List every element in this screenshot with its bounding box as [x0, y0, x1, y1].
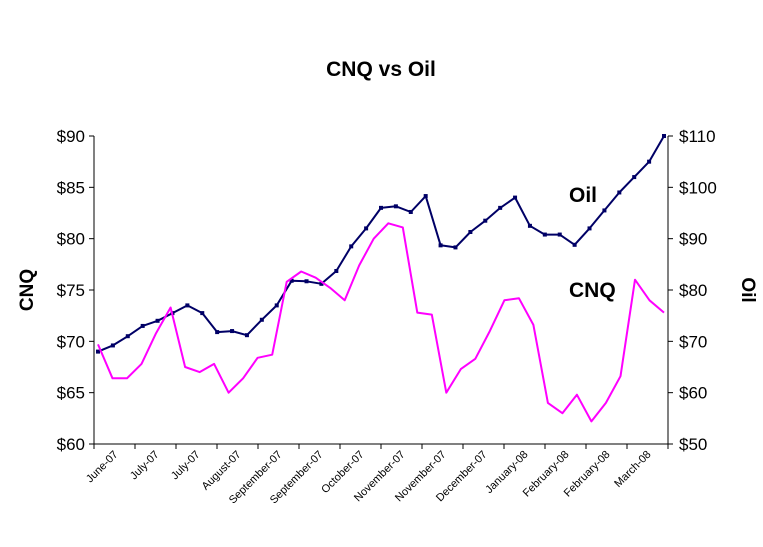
oil-data-point	[572, 242, 577, 247]
x-tick-label: March-08	[612, 449, 653, 490]
left-axis-ticks: $60 $65 $70 $75 $80 $85 $90	[57, 127, 94, 454]
chart-title: CNQ vs Oil	[326, 58, 436, 81]
cnq-series-line	[97, 222, 665, 423]
right-tick-label: $100	[679, 178, 717, 197]
oil-data-point	[408, 209, 413, 214]
oil-data-point	[602, 208, 607, 213]
oil-data-point	[527, 223, 532, 228]
y-axis-title-right: Oil	[737, 277, 758, 302]
series-layer	[96, 134, 666, 423]
x-tick-label: June-07	[84, 449, 121, 486]
oil-data-point	[587, 226, 592, 231]
oil-data-point	[96, 349, 100, 354]
oil-data-point	[215, 330, 220, 335]
right-tick-label: $90	[679, 230, 707, 249]
cnq-series-label: CNQ	[569, 279, 616, 302]
oil-data-point	[632, 175, 637, 180]
left-tick-label: $90	[57, 127, 85, 146]
oil-data-point	[289, 278, 294, 283]
right-tick-label: $80	[679, 281, 707, 300]
oil-data-point	[304, 279, 309, 284]
oil-data-point	[259, 317, 264, 322]
oil-data-point	[244, 333, 249, 338]
oil-data-point	[319, 281, 324, 286]
oil-data-point	[334, 269, 339, 274]
left-tick-label: $80	[57, 230, 85, 249]
right-tick-label: $60	[679, 384, 707, 403]
oil-data-point	[110, 343, 115, 348]
left-tick-label: $60	[57, 435, 85, 454]
oil-data-point	[513, 195, 518, 200]
x-tick-label: July-07	[169, 449, 203, 483]
oil-data-point	[364, 226, 369, 231]
left-tick-label: $70	[57, 332, 85, 351]
oil-data-point	[423, 194, 428, 199]
oil-data-point	[468, 229, 473, 234]
oil-data-point	[230, 329, 235, 334]
x-tick-label: August-07	[200, 449, 244, 493]
oil-data-point	[498, 205, 503, 210]
oil-data-point	[647, 159, 652, 164]
oil-data-point	[393, 204, 398, 209]
left-tick-label: $85	[57, 178, 85, 197]
oil-data-point	[438, 243, 443, 248]
right-axis-ticks: $50 $60 $70 $80 $90 $100 $110	[668, 127, 717, 454]
oil-data-point	[379, 205, 383, 210]
left-tick-label: $65	[57, 384, 85, 403]
oil-data-point	[125, 334, 130, 339]
x-tick-label: July-07	[128, 449, 162, 483]
oil-data-point	[453, 245, 458, 250]
oil-data-point	[349, 244, 354, 249]
oil-data-point	[662, 134, 666, 138]
oil-data-point	[155, 318, 160, 323]
right-tick-label: $50	[679, 435, 707, 454]
left-tick-label: $75	[57, 281, 85, 300]
oil-series-label: Oil	[569, 184, 597, 207]
oil-data-point	[200, 311, 205, 316]
oil-data-point	[617, 190, 622, 195]
right-tick-label: $110	[679, 127, 716, 146]
oil-data-point	[185, 303, 190, 308]
right-tick-label: $70	[679, 332, 707, 351]
oil-data-point	[483, 218, 488, 223]
x-axis-ticks: June-07 July-07 July-07August-07September-…	[84, 444, 669, 506]
y-axis-title-left: CNQ	[17, 269, 38, 311]
oil-data-point	[274, 303, 279, 308]
oil-series-line	[97, 135, 665, 353]
oil-data-point	[557, 232, 562, 237]
oil-data-point	[140, 323, 145, 328]
oil-data-point	[542, 232, 547, 237]
